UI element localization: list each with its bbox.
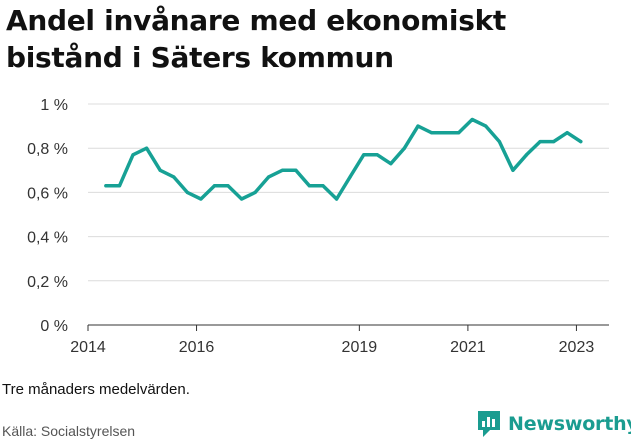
- data-point: [253, 190, 257, 194]
- data-point: [145, 146, 149, 150]
- data-point: [307, 184, 312, 188]
- y-tick-label: 1 %: [40, 97, 68, 114]
- data-point: [389, 162, 393, 166]
- newsworthy-logo: Newsworthy: [476, 409, 631, 439]
- data-point: [416, 124, 420, 128]
- data-point: [484, 124, 488, 128]
- data-point: [117, 184, 122, 188]
- x-axis: 2014 2016 2019 2021 2023: [70, 325, 594, 356]
- data-point: [104, 184, 108, 188]
- data-point: [443, 131, 447, 135]
- series-line: [104, 117, 583, 201]
- data-point: [280, 168, 284, 172]
- data-point: [429, 131, 434, 135]
- data-point: [294, 168, 298, 172]
- data-point: [199, 197, 203, 201]
- data-point: [267, 175, 271, 179]
- data-point: [470, 117, 474, 122]
- data-point: [239, 197, 244, 201]
- data-point: [511, 168, 515, 172]
- chart-note: Tre månaders medelvärden.: [2, 381, 190, 398]
- data-point: [579, 139, 583, 144]
- y-tick-labels: 0 % 0,2 % 0,4 % 0,6 % 0,8 % 1 %: [27, 97, 68, 335]
- data-point: [538, 139, 542, 144]
- x-tick-label: 2014: [70, 339, 106, 356]
- data-point: [131, 153, 135, 157]
- data-point: [212, 184, 217, 188]
- data-point: [497, 139, 501, 144]
- y-tick-label: 0,6 %: [27, 185, 68, 202]
- y-tick-label: 0,8 %: [27, 141, 68, 158]
- data-point: [334, 197, 339, 201]
- x-tick-label: 2016: [179, 339, 215, 356]
- data-point: [552, 139, 556, 144]
- y-tick-label: 0,2 %: [27, 274, 68, 291]
- data-point: [402, 146, 406, 150]
- data-point: [375, 153, 379, 157]
- x-tick-label: 2021: [450, 339, 486, 356]
- data-point: [362, 153, 366, 157]
- newsworthy-chart-icon: [478, 411, 500, 437]
- data-point: [321, 184, 325, 188]
- source-label: Källa: Socialstyrelsen: [2, 423, 136, 439]
- chart-title: Andel invånare med ekonomiskt bistånd i …: [6, 4, 507, 74]
- gridlines: [88, 103, 609, 326]
- x-tick-label: 2023: [559, 339, 595, 356]
- data-point: [172, 175, 176, 179]
- data-point: [524, 153, 529, 157]
- data-point: [457, 131, 461, 135]
- data-point: [158, 168, 162, 172]
- data-point: [226, 184, 230, 188]
- data-point: [565, 131, 569, 135]
- y-tick-label: 0 %: [40, 318, 68, 335]
- data-point: [185, 190, 189, 194]
- y-tick-label: 0,4 %: [27, 230, 68, 247]
- data-series: [104, 117, 583, 201]
- data-point: [348, 175, 352, 179]
- brand-name: Newsworthy: [508, 413, 631, 435]
- x-tick-label: 2019: [342, 339, 378, 356]
